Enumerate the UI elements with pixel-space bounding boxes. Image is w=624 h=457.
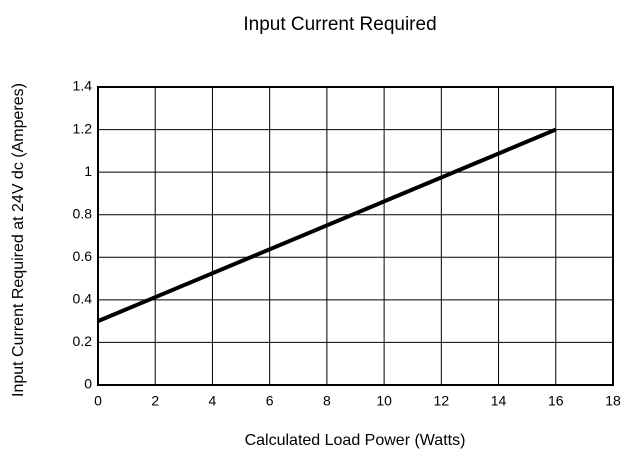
x-tick-label: 6 <box>266 393 274 409</box>
y-tick-label: 1 <box>84 163 92 179</box>
x-tick-label: 8 <box>323 393 331 409</box>
x-axis-label: Calculated Load Power (Watts) <box>245 432 466 449</box>
y-tick-label: 0.2 <box>73 333 93 349</box>
y-tick-label: 0 <box>84 376 92 392</box>
y-tick-label: 1.4 <box>73 78 93 94</box>
y-tick-label: 0.8 <box>73 205 93 221</box>
x-tick-label: 18 <box>605 393 621 409</box>
x-tick-label: 10 <box>376 393 392 409</box>
x-tick-label: 14 <box>491 393 507 409</box>
x-tick-label: 0 <box>94 393 102 409</box>
x-tick-label: 2 <box>151 393 159 409</box>
x-tick-label: 16 <box>548 393 564 409</box>
y-tick-label: 0.4 <box>73 291 93 307</box>
chart-title: Input Current Required <box>243 14 436 35</box>
x-tick-label: 4 <box>209 393 217 409</box>
plot-frame <box>97 86 614 386</box>
y-axis-label: Input Current Required at 24V dc (Ampere… <box>10 83 27 397</box>
y-tick-label: 1.2 <box>73 120 93 136</box>
data-line <box>97 127 557 323</box>
y-tick-label: 0.6 <box>73 248 93 264</box>
x-tick-label: 12 <box>434 393 450 409</box>
